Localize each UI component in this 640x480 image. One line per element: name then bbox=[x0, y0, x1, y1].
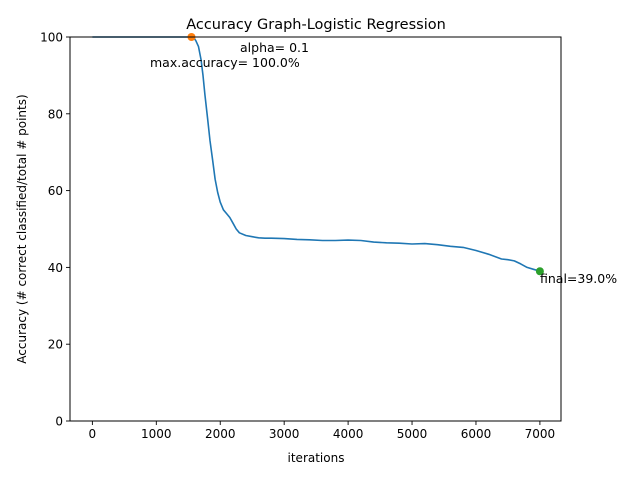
y-tick-label: 60 bbox=[48, 184, 63, 198]
y-tick-label: 20 bbox=[48, 338, 63, 352]
y-axis-label: Accuracy (# correct classified/total # p… bbox=[15, 94, 29, 363]
annotation-alpha: alpha= 0.1 bbox=[240, 40, 309, 55]
y-tick-label: 80 bbox=[48, 107, 63, 121]
annotation-final: final=39.0% bbox=[540, 271, 617, 286]
x-tick-label: 5000 bbox=[397, 427, 428, 441]
x-tick-label: 0 bbox=[89, 427, 97, 441]
final-marker bbox=[535, 267, 544, 276]
x-tick-label: 6000 bbox=[461, 427, 492, 441]
y-tick-label: 0 bbox=[55, 415, 63, 429]
y-tick-label: 40 bbox=[48, 261, 63, 275]
chart-title: Accuracy Graph-Logistic Regression bbox=[186, 17, 446, 33]
y-tick-label: 100 bbox=[40, 31, 63, 45]
axes-frame bbox=[69, 36, 562, 422]
series-line-1 bbox=[92, 36, 541, 272]
annotation-max-accuracy: max.accuracy= 100.0% bbox=[150, 55, 300, 70]
x-tick-label: 1000 bbox=[141, 427, 172, 441]
x-axis-label: iterations bbox=[288, 451, 345, 465]
x-tick-label: 7000 bbox=[525, 427, 556, 441]
x-tick-label: 4000 bbox=[333, 427, 364, 441]
x-tick-label: 2000 bbox=[205, 427, 236, 441]
y-axis: 0 20 40 60 80 100 bbox=[40, 31, 70, 429]
x-axis: 0 1000 2000 3000 4000 5000 6000 7000 bbox=[89, 421, 556, 441]
x-tick-label: 3000 bbox=[269, 427, 300, 441]
